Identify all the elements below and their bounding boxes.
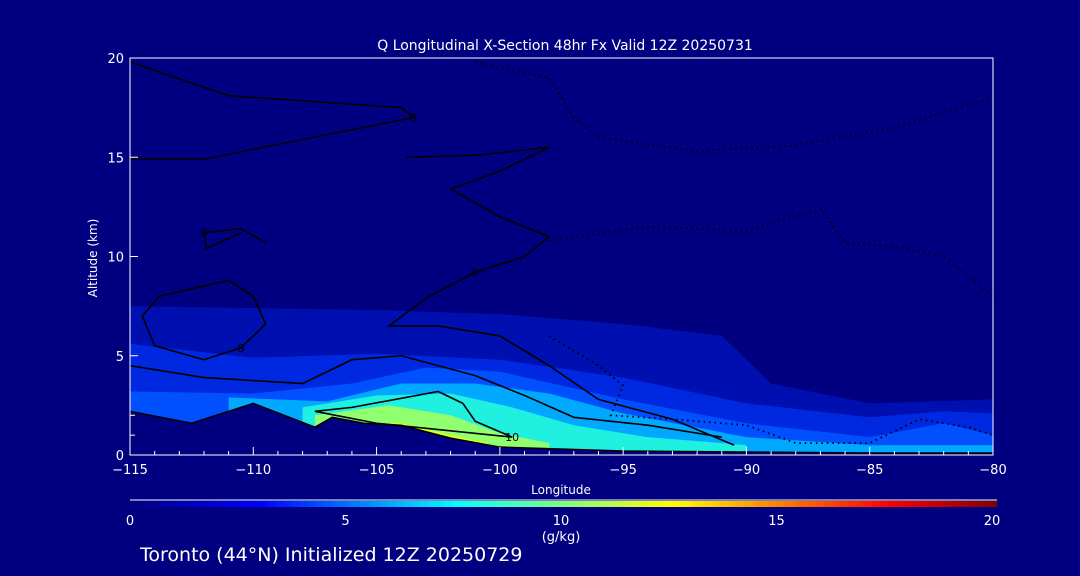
colorbar-tick-label: 20 [984, 514, 1001, 529]
contour-line-solid [203, 227, 267, 250]
chart-title: Q Longitudinal X-Section 48hr Fx Valid 1… [377, 38, 753, 54]
x-tick-label: −105 [359, 463, 395, 478]
y-tick-label: 20 [107, 52, 124, 67]
colorbar-tick-label: 15 [768, 514, 785, 529]
x-tick-label: −95 [609, 463, 636, 478]
contour-label: 0 [410, 112, 417, 125]
y-tick-label: 15 [107, 151, 124, 166]
contour-line-solid [130, 354, 722, 438]
terrain [130, 403, 993, 455]
contour-line-dotted [475, 61, 993, 153]
x-tick-label: −110 [235, 463, 271, 478]
axes: −115 −110 −105 −100 −95 −90 −85 −80 0 5 10 15 20 [107, 52, 1006, 478]
colorbar-tick-label: 10 [553, 514, 570, 529]
y-tick-label: 10 [107, 251, 124, 266]
contour-line-solid [314, 390, 513, 438]
x-axis-label: Longitude [531, 483, 591, 497]
x-tick-label: −85 [856, 463, 883, 478]
contour-line-solid [141, 279, 267, 361]
y-axis-label: Altitude (km) [86, 219, 100, 298]
x-tick-label: −90 [733, 463, 760, 478]
contour-line-dotted [549, 207, 993, 297]
contour-label: 0 [237, 342, 244, 355]
y-tick-label: 5 [116, 350, 124, 365]
contour-line-solid [386, 146, 735, 446]
colorbar [130, 501, 997, 507]
x-tick-label: −115 [112, 463, 148, 478]
x-tick-label: −80 [979, 463, 1006, 478]
contour-line-solid [130, 61, 416, 161]
contour-lines: 0 0 0 0 10 [130, 61, 993, 446]
colorbar-tick-label: 0 [126, 514, 134, 529]
colorbar-ticks: 0 5 10 15 20 [126, 514, 1000, 529]
footer-text: Toronto (44°N) Initialized 12Z 20250729 [139, 544, 523, 566]
contour-label: 0 [200, 227, 207, 240]
y-tick-label: 0 [116, 449, 124, 464]
colorbar-tick-label: 5 [341, 514, 349, 529]
contour-label: 0 [472, 266, 479, 279]
x-tick-label: −100 [482, 463, 518, 478]
contour-label: 10 [505, 431, 519, 444]
colorbar-units: (g/kg) [542, 530, 581, 545]
